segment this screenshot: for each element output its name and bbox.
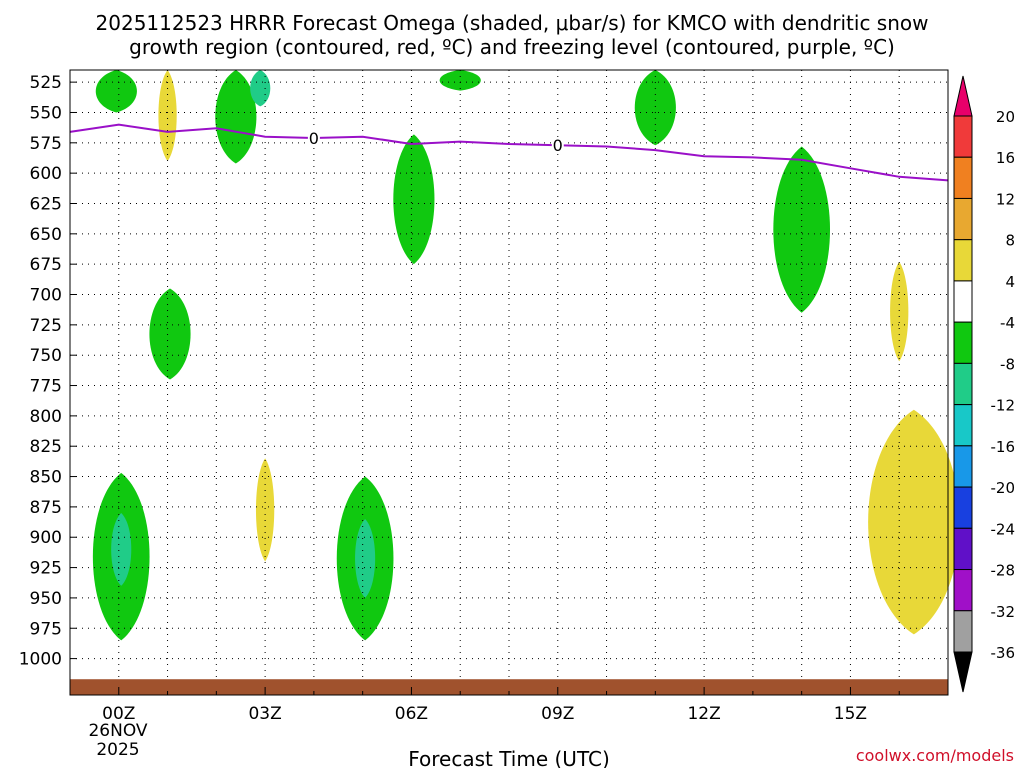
omega-region-4 — [439, 70, 481, 91]
omega-region-7 — [773, 146, 831, 313]
x-tick-label-12: 12Z — [687, 704, 720, 724]
x-axis: 00Z 03Z 06Z 09Z 12Z 15Z — [69, 687, 949, 724]
colorbar-label-3: 8 — [1005, 232, 1015, 250]
colorbar-band-9 — [953, 486, 973, 529]
colorbar-band-6 — [953, 362, 973, 406]
contour-label-0: 0 — [309, 129, 319, 148]
colorbar-band-7 — [953, 404, 973, 447]
colorbar-band-1 — [953, 156, 973, 199]
date-label-year: 2025 — [96, 740, 139, 760]
colorbar-label-10: -24 — [991, 520, 1016, 538]
colorbar-top-arrow — [953, 75, 973, 117]
colorbar-label-9: -20 — [991, 479, 1016, 497]
colorbar-label-13: -36 — [991, 644, 1016, 662]
colorbar-band-12 — [953, 610, 973, 653]
y-tick-label-875: 875 — [30, 498, 62, 518]
y-tick-label-950: 950 — [30, 589, 62, 609]
y-tick-label-925: 925 — [30, 559, 62, 579]
colorbar: 20 16 12 8 4 -4 -8 -12 -16 -20 -24 -28 -32 -36 — [953, 75, 1016, 693]
colorbar-band-10 — [953, 527, 973, 571]
y-tick-label-575: 575 — [30, 134, 62, 154]
y-tick-label-675: 675 — [30, 255, 62, 275]
omega-region-15 — [868, 409, 960, 635]
colorbar-label-1: 16 — [996, 149, 1015, 167]
y-tick-label-800: 800 — [30, 407, 62, 427]
y-tick-label-825: 825 — [30, 437, 62, 457]
colorbar-label-11: -28 — [991, 562, 1016, 580]
terrain-surface — [70, 679, 948, 695]
colorbar-band-5 — [953, 321, 973, 364]
y-tick-label-850: 850 — [30, 468, 62, 488]
y-tick-label-975: 975 — [30, 619, 62, 639]
x-tick-label-9: 09Z — [541, 704, 574, 724]
x-axis-label: Forecast Time (UTC) — [408, 747, 610, 768]
y-tick-label-600: 600 — [30, 164, 62, 184]
contour-label-bg-1 — [551, 137, 564, 154]
colorbar-label-8: -16 — [991, 438, 1016, 456]
y-tick-label-1000: 1000 — [19, 650, 62, 670]
freezing-level-line — [69, 123, 949, 182]
omega-shading — [92, 70, 960, 641]
y-tick-label-625: 625 — [30, 194, 62, 214]
omega-region-3 — [250, 70, 271, 107]
omega-region-8 — [149, 288, 191, 380]
omega-region-9 — [890, 261, 909, 362]
colorbar-label-7: -12 — [991, 397, 1016, 415]
x-tick-label-0: 00Z — [102, 704, 135, 724]
omega-region-1 — [158, 70, 177, 162]
colorbar-label-4: 4 — [1005, 273, 1015, 291]
colorbar-label-0: 20 — [996, 108, 1015, 126]
chart-title-line-1: 2025112523 HRRR Forecast Omega (shaded, … — [96, 11, 929, 35]
colorbar-band-11 — [953, 569, 973, 612]
contour-label-bg-0 — [307, 129, 320, 146]
chart-title-line-2: growth region (contoured, red, ºC) and f… — [129, 35, 895, 59]
colorbar-label-2: 12 — [996, 190, 1015, 208]
y-tick-label-650: 650 — [30, 225, 62, 245]
omega-region-6 — [393, 134, 435, 265]
y-tick-label-525: 525 — [30, 73, 62, 93]
y-tick-label-700: 700 — [30, 286, 62, 306]
x-tick-label-6: 06Z — [395, 704, 428, 724]
colorbar-label-6: -8 — [1000, 355, 1015, 373]
y-tick-label-550: 550 — [30, 103, 62, 123]
colorbar-band-8 — [953, 445, 973, 488]
y-tick-label-775: 775 — [30, 377, 62, 397]
colorbar-band-4 — [953, 280, 973, 323]
omega-region-14 — [355, 519, 376, 598]
colorbar-band-0 — [953, 115, 973, 158]
omega-region-2 — [215, 70, 257, 164]
colorbar-band-2 — [953, 197, 973, 241]
omega-region-12 — [111, 512, 132, 586]
date-label-day: 26NOV — [88, 721, 147, 741]
omega-region-0 — [95, 70, 137, 113]
x-tick-label-15: 15Z — [834, 704, 867, 724]
omega-region-5 — [634, 70, 676, 146]
y-tick-label-900: 900 — [30, 528, 62, 548]
y-tick-label-750: 750 — [30, 346, 62, 366]
omega-region-10 — [255, 458, 275, 562]
x-tick-label-3: 03Z — [248, 704, 281, 724]
colorbar-bottom-arrow — [953, 651, 973, 693]
colorbar-label-5: -4 — [1000, 314, 1015, 332]
y-tick-label-725: 725 — [30, 316, 62, 336]
grid-lines — [69, 70, 949, 695]
y-axis: 525 550 575 600 625 650 675 700 725 750 775 800 825 8… — [19, 73, 77, 670]
colorbar-band-3 — [953, 239, 973, 282]
credit-text: coolwx.com/models — [856, 746, 1014, 765]
contour-label-1: 0 — [553, 136, 563, 155]
colorbar-label-12: -32 — [991, 603, 1016, 621]
